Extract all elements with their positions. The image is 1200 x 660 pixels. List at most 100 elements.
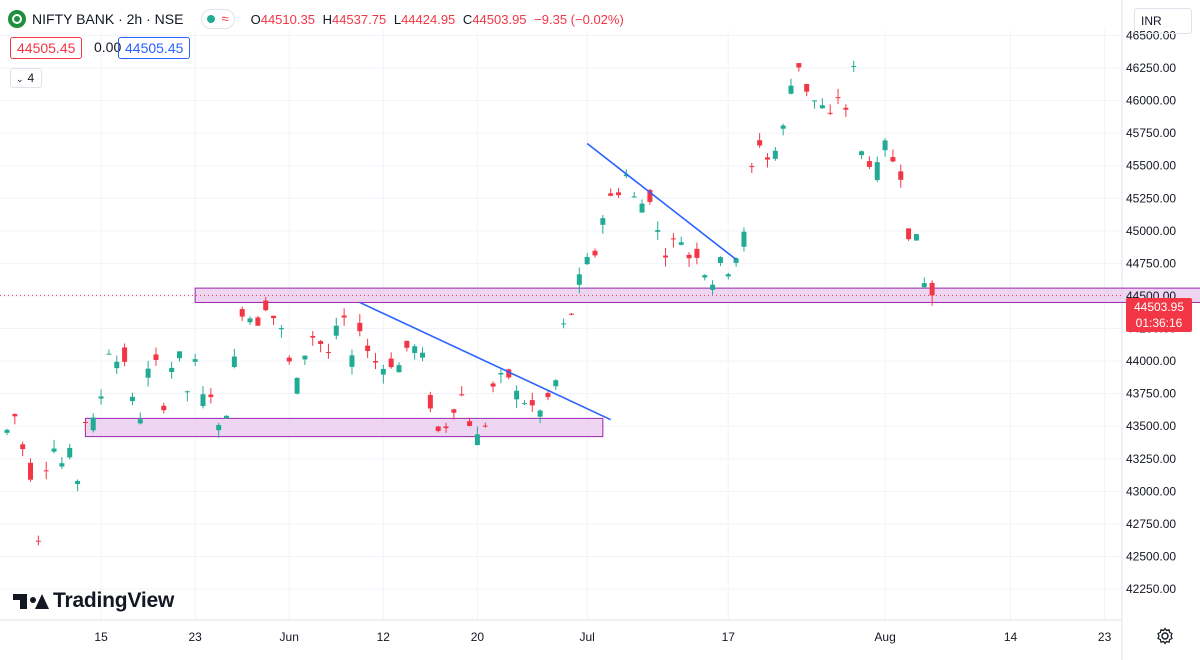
x-axis: 15 23 Jun 12 20 Jul 17 Aug 14 23 [94,630,1111,644]
candle-body [710,284,716,290]
candle-body [717,257,723,263]
candle-body [153,354,159,360]
candle-body [435,426,441,431]
chart-grid [0,0,1123,660]
candle-body [35,540,41,542]
candle-body [482,425,488,427]
candle-body [741,231,747,247]
candle-body [490,383,496,387]
ohlc-high-value: 44537.75 [331,11,387,27]
candle-body [357,322,363,332]
market-status-pill[interactable]: ≈ [201,9,235,29]
symbol-logo-icon[interactable] [8,10,26,28]
candle-body [247,318,253,323]
candle-body [200,394,206,406]
candle-body [75,480,81,485]
candle-body [216,424,222,431]
candle-body [827,112,833,114]
ohlc-low-key: L [393,11,402,27]
candle-body [749,166,755,168]
candle-body [59,463,65,467]
candle-body [757,140,763,146]
candle-body [506,369,512,378]
last-price-value: 44503.95 [1133,300,1185,314]
currency-selector[interactable]: INR [1134,8,1192,34]
chart-header: NIFTY BANK · 2h · NSE ≈ O44510.35 H44537… [8,9,628,29]
indicators-count: 4 [27,71,35,85]
candle-body [678,242,684,245]
candle-body [929,282,935,296]
support-resistance-zones [84,287,1200,438]
sell-price-button[interactable]: 44505.45 [10,37,83,59]
candle-body [859,151,865,156]
candle-body [537,410,543,417]
buy-price-button[interactable]: 44505.45 [118,37,191,59]
y-tick-label: 45000.00 [1126,224,1176,238]
candle-body [67,447,73,458]
candle-body [639,203,645,213]
candle-body [772,150,778,159]
y-tick-label: 43500.00 [1126,419,1176,433]
data-delay-icon: ≈ [221,11,229,26]
candlestick-series [4,60,935,546]
candle-body [106,353,112,355]
support-zone [84,417,604,438]
candle-body [28,462,34,480]
indicators-toggle[interactable]: ⌄ 4 [10,68,42,88]
support-zone [194,287,1200,303]
y-tick-label: 46250.00 [1126,61,1176,75]
candle-body [4,429,10,433]
candle-body [318,341,324,345]
tradingview-logo[interactable]: TradingView [13,589,174,613]
gear-icon[interactable] [1156,627,1174,645]
candle-body [325,352,331,354]
candle-body [365,345,371,352]
candle-body [600,218,606,225]
ohlc-high-key: H [322,11,332,27]
ohlc-readout: O44510.35 H44537.75 L44424.95 C44503.95 … [251,12,628,27]
trendlines [359,142,737,421]
candle-body [835,97,841,99]
y-tick-label: 43000.00 [1126,484,1176,498]
candle-body [12,414,18,417]
candle-body [310,335,316,338]
y-tick-label: 44000.00 [1126,354,1176,368]
candle-body [231,356,237,367]
ohlc-open-value: 44510.35 [260,11,315,27]
candle-body [521,403,527,405]
candle-body [349,355,355,367]
candle-body [623,174,629,177]
y-tick-label: 44750.00 [1126,256,1176,270]
candle-body [184,391,190,393]
candle-body [380,368,386,375]
candle-body [568,313,574,315]
candle-body [890,157,896,162]
y-tick-label: 42500.00 [1126,549,1176,563]
x-tick-label: 23 [188,630,202,644]
x-tick-label: Jun [280,630,299,644]
candle-body [631,196,637,198]
candle-body [780,125,786,129]
candle-body [372,361,378,363]
x-tick-label: 17 [722,630,736,644]
candle-body [255,317,261,326]
candle-body [443,426,449,429]
symbol-title[interactable]: NIFTY BANK · 2h · NSE [32,11,184,27]
candle-body [263,300,269,311]
candle-body [208,394,214,398]
candle-body [294,377,300,394]
candle-body [812,100,818,102]
candle-body [161,405,167,411]
candle-body [702,275,708,278]
trendline [586,142,737,261]
x-tick-label: Jul [579,630,594,644]
candle-body [271,315,277,319]
candle-body [655,230,661,232]
ohlc-change: −9.35 (−0.02%) [534,11,624,27]
candle-body [913,234,919,241]
y-tick-label: 45750.00 [1126,126,1176,140]
y-tick-label: 42250.00 [1126,582,1176,596]
y-tick-label: 42750.00 [1126,517,1176,531]
candle-body [796,63,802,68]
